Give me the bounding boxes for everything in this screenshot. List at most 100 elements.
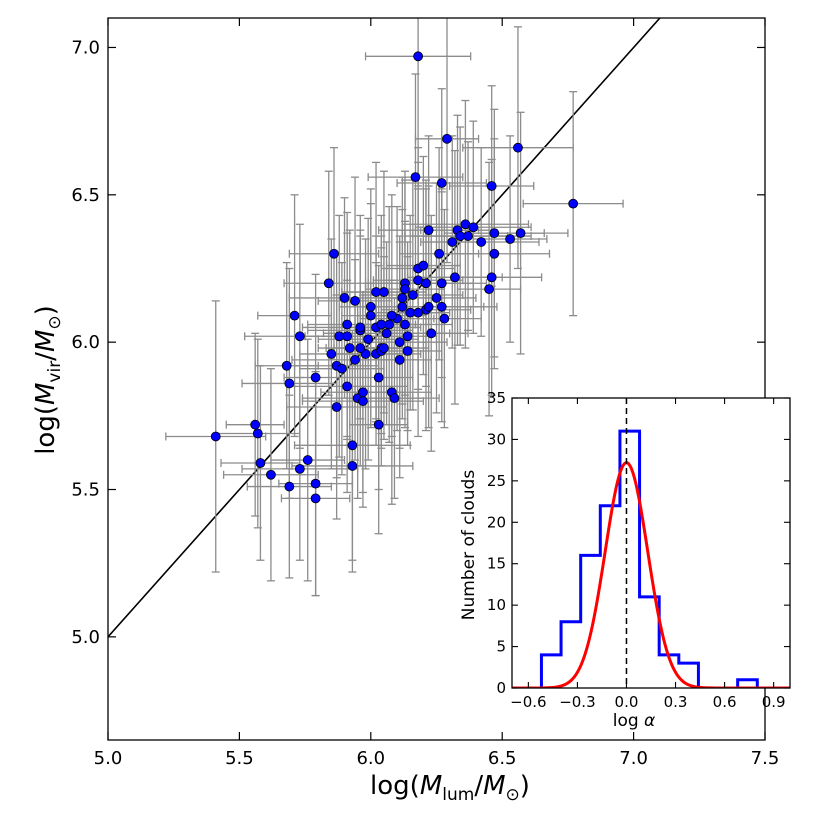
data-point: [344, 343, 355, 353]
data-point: [358, 387, 368, 398]
data-point: [413, 307, 424, 318]
main-y-tick-label: 6.5: [71, 185, 100, 206]
data-point: [326, 349, 337, 359]
data-point: [250, 419, 261, 430]
data-point: [329, 248, 339, 259]
data-point: [379, 343, 389, 353]
data-point: [402, 331, 413, 342]
data-point: [363, 334, 374, 345]
data-point: [418, 260, 429, 271]
main-x-tick-label: 6.5: [488, 748, 517, 769]
data-point: [486, 272, 497, 283]
inset-histogram: −0.6 −0.3 0.0 0.3 0.6 0.9 0 5 10 15 20 25 30 35 log …: [459, 389, 791, 731]
main-x-tick-label: 5.0: [94, 748, 123, 769]
data-point: [266, 469, 276, 480]
data-point: [255, 458, 266, 468]
data-point: [400, 284, 410, 295]
data-point: [350, 354, 360, 365]
inset-background: [512, 398, 790, 688]
inset-y-tick-label: 20: [487, 513, 506, 531]
data-point: [489, 228, 500, 239]
data-point: [281, 360, 292, 371]
data-point: [355, 322, 366, 333]
data-point: [434, 248, 445, 259]
inset-x-ticks: −0.6 −0.3 0.0 0.3 0.6 0.9: [510, 398, 786, 711]
data-point: [373, 419, 384, 430]
data-point: [397, 301, 408, 312]
data-point: [334, 331, 345, 342]
main-y-tick-label: 7.0: [71, 37, 100, 58]
data-point: [413, 51, 424, 62]
main-plot: 5.0 5.5 6.0 6.5 7.0 7.5 5.05.56.06.57.0 log(M…: [31, 17, 780, 805]
data-point: [347, 440, 358, 451]
main-y-ticks: 5.0 5.5 6.0 6.5 7.0: [71, 37, 765, 648]
inset-y-tick-label: 35: [487, 389, 506, 407]
data-point: [402, 346, 413, 356]
histogram-step: [539, 429, 759, 688]
data-point: [339, 293, 350, 303]
data-point: [252, 428, 263, 439]
data-point: [365, 301, 376, 312]
inset-x-tick-label: 0.0: [615, 693, 639, 711]
data-point: [394, 337, 405, 348]
data-point: [431, 293, 442, 303]
inset-x-tick-label: 0.3: [664, 693, 688, 711]
data-point: [442, 133, 452, 144]
data-point: [486, 181, 497, 191]
data-point: [331, 402, 342, 412]
data-point: [423, 301, 434, 312]
data-point: [342, 319, 353, 330]
main-y-tick-label: 5.0: [71, 627, 100, 648]
data-point: [436, 178, 447, 188]
inset-y-ticks: 0 5 10 15 20 25 30 35: [487, 389, 790, 697]
inset-y-tick-label: 30: [487, 430, 506, 448]
data-point: [476, 237, 487, 247]
inset-frame: [511, 397, 791, 689]
data-point: [421, 278, 431, 289]
main-plot-frame: [107, 17, 766, 741]
data-point: [365, 310, 376, 321]
inset-y-tick-label: 15: [487, 555, 506, 573]
data-point: [410, 172, 421, 183]
data-point: [515, 228, 526, 239]
data-point: [284, 481, 295, 492]
data-point: [381, 328, 392, 339]
data-point: [310, 493, 321, 504]
data-point: [358, 396, 368, 407]
inset-x-tick-label: −0.3: [559, 693, 595, 711]
data-point: [389, 393, 400, 404]
main-x-tick-label: 7.5: [751, 748, 780, 769]
data-point: [513, 142, 523, 153]
data-point: [376, 319, 387, 330]
data-point: [400, 319, 410, 330]
data-point: [489, 248, 500, 259]
data-point: [423, 225, 434, 236]
main-x-ticks: 5.0 5.5 6.0 6.5 7.0 7.5: [94, 18, 780, 769]
data-point: [394, 354, 405, 365]
data-point: [379, 287, 389, 297]
data-point: [350, 296, 360, 306]
data-point: [484, 284, 494, 295]
data-point: [210, 431, 221, 442]
data-point: [463, 231, 473, 241]
inset-y-tick-label: 10: [487, 596, 506, 614]
data-point: [436, 278, 447, 289]
data-point: [342, 381, 353, 392]
data-point: [310, 372, 321, 383]
data-point: [468, 222, 479, 233]
main-y-tick-label: 5.5: [71, 480, 100, 501]
points: [210, 51, 579, 504]
data-point: [373, 372, 384, 383]
data-point: [289, 310, 300, 321]
inset-y-tick-label: 25: [487, 472, 506, 490]
main-y-tick-label: 6.0: [71, 332, 100, 353]
data-point: [336, 363, 347, 374]
data-point: [284, 378, 295, 389]
data-point: [505, 234, 515, 244]
data-point: [449, 272, 460, 283]
data-point: [436, 301, 447, 312]
data-point: [294, 331, 305, 342]
main-x-tick-label: 5.5: [225, 748, 254, 769]
inset-y-tick-label: 0: [496, 679, 506, 697]
